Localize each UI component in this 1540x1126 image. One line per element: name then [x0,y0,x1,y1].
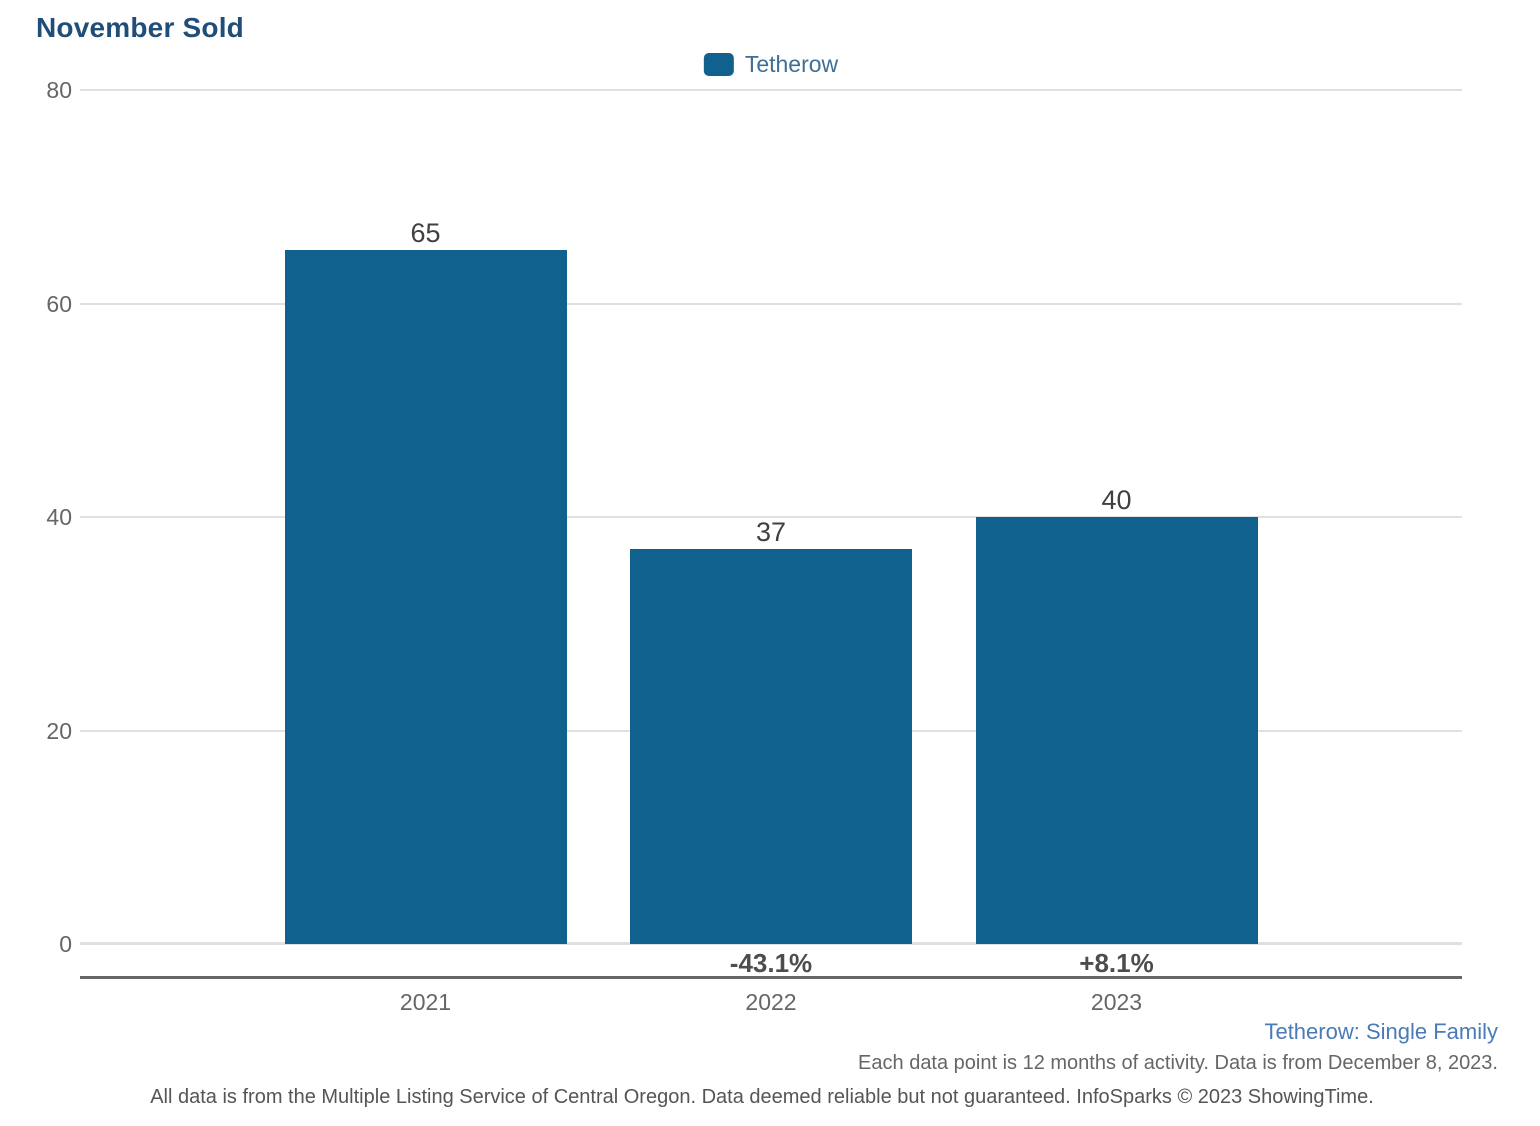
plot-area: 65 37 40 [80,89,1462,945]
bar-2022[interactable] [630,549,912,944]
gridline-y-80 [80,89,1462,91]
x-axis-tick-label-2023: 2023 [1090,989,1143,1015]
y-axis-tick-label-40: 40 [46,504,72,530]
chart-title: November Sold [36,12,244,43]
attribution-note: All data is from the Multiple Listing Se… [150,1086,1374,1108]
y-axis-tick-label-20: 20 [46,717,72,744]
bar-value-label-2021: 65 [410,218,441,249]
bar-value-label-2023: 40 [1101,485,1132,515]
legend-label: Tetherow [744,51,839,77]
y-axis-tick-label-80: 80 [46,77,72,103]
y-axis-tick-label-0: 0 [59,931,72,957]
bar-2021[interactable] [284,250,567,944]
gridline-y-60 [80,302,1462,305]
y-axis-tick-label-60: 60 [46,290,72,317]
pct-change-label-2023: +8.1% [1079,948,1154,978]
legend-swatch-icon [703,53,734,76]
x-axis-tick-label-2022: 2022 [745,989,797,1015]
bar-2023[interactable] [975,517,1258,944]
bar-value-label-2022: 37 [755,517,787,548]
x-axis-tick-label-2021: 2021 [399,989,452,1015]
series-context-label[interactable]: Tetherow: Single Family [1264,1019,1498,1044]
legend-item-tetherow[interactable]: Tetherow [703,51,839,78]
gridline-y-40 [80,516,1462,518]
data-note: Each data point is 12 months of activity… [858,1052,1498,1074]
pct-change-label-2022: -43.1% [729,948,813,978]
x-axis-line [80,976,1462,979]
